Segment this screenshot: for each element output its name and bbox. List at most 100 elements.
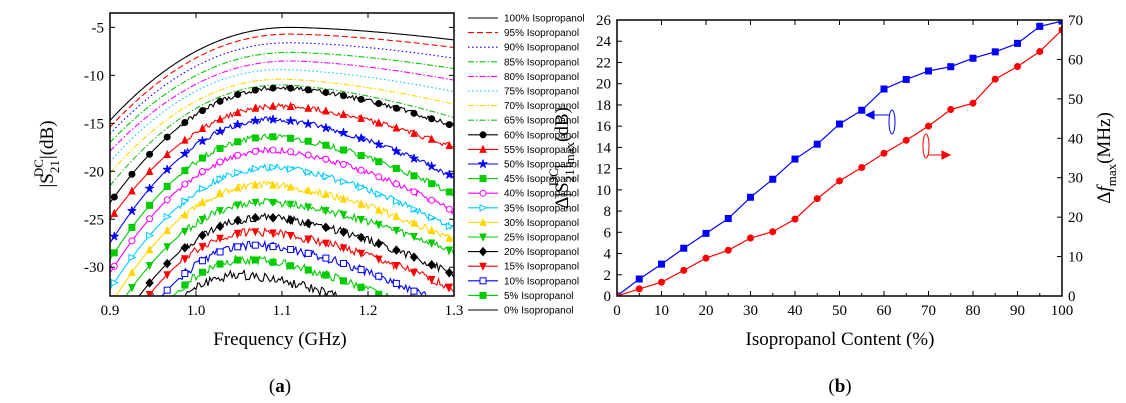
- series-line: [110, 33, 454, 128]
- series-marker: [216, 188, 224, 198]
- data-point: [769, 228, 777, 236]
- series-marker: [445, 188, 453, 196]
- series-marker: [428, 115, 436, 123]
- series-marker: [304, 235, 313, 244]
- series-marker: [233, 201, 242, 210]
- series-marker: [145, 245, 154, 254]
- series-marker: [357, 216, 365, 225]
- legend-marker: [479, 233, 487, 242]
- series-marker: [392, 123, 401, 132]
- data-point: [724, 215, 732, 223]
- chart-a-y-tick-label: -15: [84, 116, 104, 132]
- data-point: [925, 122, 932, 130]
- series-marker: [304, 218, 313, 228]
- chart-b-y-left-tick-label: 10: [596, 183, 611, 199]
- chart-a-frame: [109, 12, 455, 297]
- series-marker: [392, 279, 400, 287]
- chart-b-frame: [616, 19, 1063, 297]
- series-marker: [216, 114, 224, 123]
- series-marker: [163, 212, 172, 221]
- series-marker: [287, 262, 295, 270]
- chart-a-curves: [110, 26, 454, 296]
- data-point: [791, 215, 799, 223]
- series-marker: [145, 261, 154, 271]
- chart-b-y-left-tick-label: 22: [596, 55, 611, 71]
- legend-entry: 60% Isopropanol: [504, 130, 579, 141]
- series-marker: [356, 133, 366, 143]
- data-point: [658, 260, 665, 268]
- series-marker: [428, 196, 436, 204]
- legend-entry: 55% Isopropanol: [504, 145, 579, 156]
- series-marker: [163, 133, 171, 141]
- series-marker: [322, 172, 331, 181]
- series-marker: [374, 221, 383, 230]
- series-marker: [128, 223, 136, 231]
- series-marker: [375, 272, 383, 280]
- chart-a-y-tick-label: -10: [84, 68, 104, 84]
- series-marker: [287, 165, 296, 173]
- chart-a-x-ticks: 0.9 1.0 1.1 1.2 1.3: [101, 13, 464, 319]
- series-marker: [410, 233, 418, 242]
- series-marker: [198, 230, 207, 241]
- chart-a-x-tick-label: 1.3: [445, 303, 464, 319]
- series-marker: [163, 225, 171, 235]
- data-point: [813, 140, 821, 148]
- legend-marker: [479, 175, 487, 183]
- series-marker: [410, 287, 418, 295]
- series-marker: [181, 167, 189, 175]
- series-line: [110, 69, 454, 163]
- series-marker: [286, 200, 295, 209]
- series-marker: [357, 249, 365, 258]
- legend-entry: 80% Isopropanol: [504, 72, 579, 83]
- chart-b-x-tick-label: 30: [743, 303, 758, 319]
- series-marker: [162, 164, 172, 174]
- series-marker: [392, 226, 401, 236]
- series-marker: [374, 205, 383, 214]
- chart-b-y-right-tick-label: 10: [1068, 250, 1083, 266]
- series-marker: [198, 268, 206, 276]
- series-marker: [128, 267, 136, 276]
- series-marker: [216, 260, 224, 268]
- series-marker: [251, 164, 261, 173]
- series-marker: [163, 258, 172, 269]
- series-marker: [304, 185, 313, 194]
- series-marker: [269, 243, 277, 251]
- series-marker: [375, 173, 383, 181]
- data-point: [680, 244, 688, 252]
- series-marker: [145, 166, 154, 175]
- series-marker: [304, 203, 313, 212]
- series-marker: [339, 194, 348, 203]
- series-marker: [286, 101, 295, 110]
- data-point: [769, 175, 777, 183]
- data-point: [702, 254, 710, 262]
- series-marker: [269, 84, 277, 92]
- series-marker: [445, 222, 454, 231]
- series-marker: [287, 245, 295, 253]
- chart-b-x-ticks: 0 10 20 30 40 50 60 70 80 90 100: [613, 20, 1073, 319]
- series-marker: [251, 103, 260, 112]
- series-marker: [268, 114, 278, 124]
- chart-b-x-tick-label: 70: [921, 303, 936, 319]
- data-point: [902, 136, 910, 144]
- series-line: [110, 42, 454, 135]
- chart-b-y-right-tick-label: 60: [1068, 52, 1083, 68]
- series-marker: [181, 255, 189, 264]
- legend-marker: [479, 217, 487, 226]
- series-marker: [357, 266, 365, 274]
- data-point: [747, 193, 754, 201]
- legend-marker: [478, 159, 488, 168]
- series-marker: [391, 146, 401, 156]
- chart-b-y-left-tick-label: 12: [596, 162, 611, 178]
- series-marker: [146, 215, 154, 223]
- series-marker: [287, 134, 295, 142]
- data-point: [702, 229, 710, 237]
- legend-entry: 75% Isopropanol: [504, 87, 579, 98]
- series-marker: [198, 107, 206, 115]
- series-marker: [339, 146, 347, 154]
- legend-marker: [479, 131, 487, 139]
- data-point: [947, 63, 955, 71]
- series-marker: [427, 225, 436, 235]
- chart-a-y-ticks: -5 -10 -15 -20 -25 -30: [84, 20, 454, 276]
- legend-entry: 95% Isopropanol: [504, 28, 579, 39]
- series-marker: [269, 146, 277, 154]
